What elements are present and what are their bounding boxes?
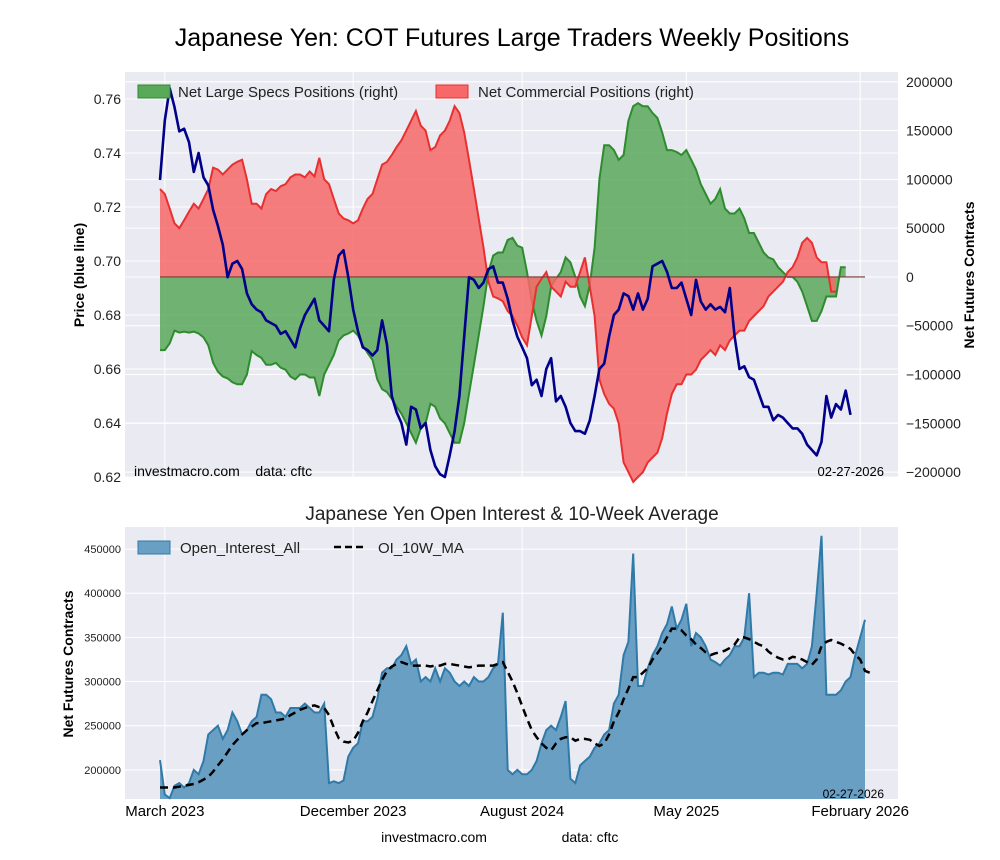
top-right-axis-ticks: −200000 −150000 −100000 −50000 0 50000 100000 1…: [906, 74, 961, 480]
chart-title: Japanese Yen: COT Futures Large Traders …: [175, 24, 849, 52]
comm-area: [160, 106, 837, 482]
legend-label-ma: OI_10W_MA: [378, 540, 464, 557]
x-tick-label-0: March 2023: [125, 803, 204, 820]
bottom-ma-line: [160, 627, 871, 789]
x-tick-label-3: May 2025: [653, 803, 719, 820]
left-tick-label-1: 0.64: [94, 415, 121, 431]
bottom-tick-label-1: 250000: [84, 721, 121, 733]
bottom-tick-label-5: 450000: [84, 544, 121, 556]
legend-swatch-specs: [137, 84, 171, 99]
right-tick-label-6: 100000: [906, 171, 953, 187]
footer-site: investmacro.com: [381, 829, 487, 845]
oi-area: [160, 535, 865, 799]
left-tick-label-6: 0.74: [94, 145, 121, 161]
right-tick-label-5: 50000: [906, 220, 945, 236]
x-tick-label-4: February 2026: [811, 803, 909, 820]
bottom-oi-area: [159, 535, 866, 800]
specs-line: [160, 102, 846, 446]
right-tick-label-8: 200000: [906, 74, 953, 90]
price-line: [158, 86, 852, 479]
left-tick-label-3: 0.68: [94, 307, 121, 323]
bottom-y-axis-label: Net Futures Contracts: [60, 590, 76, 737]
x-tick-label-1: December 2023: [300, 803, 407, 820]
legend-swatch-comm: [435, 84, 469, 99]
bottom-tick-label-2: 300000: [84, 677, 121, 689]
left-tick-label-2: 0.66: [94, 361, 121, 377]
legend-swatch-oi: [137, 540, 171, 555]
legend-label-specs: Net Large Specs Positions (right): [178, 84, 398, 101]
right-tick-label-4: 0: [906, 269, 914, 285]
bottom-axis-ticks: 200000 250000 300000 350000 400000 450000: [84, 544, 121, 777]
top-panel: 0.62 0.64 0.66 0.68 0.70 0.72 0.74 0.76 −200000…: [71, 72, 977, 485]
top-left-axis-label: Price (blue line): [71, 223, 87, 327]
oi-line: [159, 535, 866, 800]
top-price-line: [158, 86, 852, 479]
legend-label-oi: Open_Interest_All: [180, 540, 300, 557]
comm-line: [159, 104, 836, 484]
bottom-panel: Japanese Yen Open Interest & 10-Week Ave…: [60, 504, 909, 820]
left-tick-label-5: 0.72: [94, 199, 121, 215]
bottom-title: Japanese Yen Open Interest & 10-Week Ave…: [305, 504, 718, 525]
bottom-date-stamp: 02-27-2026: [823, 787, 885, 801]
left-tick-label-0: 0.62: [94, 469, 121, 485]
top-left-axis-ticks: 0.62 0.64 0.66 0.68 0.70 0.72 0.74 0.76: [94, 91, 121, 485]
bottom-legend: Open_Interest_All OI_10W_MA: [137, 540, 464, 557]
top-watermark: investmacro.com data: cftc: [134, 463, 312, 479]
right-tick-label-1: −150000: [906, 415, 961, 431]
left-tick-label-7: 0.76: [94, 91, 121, 107]
legend-label-comm: Net Commercial Positions (right): [478, 84, 694, 101]
x-axis-ticks: March 2023 December 2023 August 2024 May 20…: [125, 803, 909, 820]
top-legend: Net Large Specs Positions (right) Net Co…: [137, 84, 694, 101]
bottom-tick-label-3: 350000: [84, 632, 121, 644]
right-tick-label-3: −50000: [906, 318, 953, 334]
bottom-tick-label-0: 200000: [84, 765, 121, 777]
footer-source: data: cftc: [562, 829, 619, 845]
top-date-stamp: 02-27-2026: [818, 464, 885, 479]
top-position-areas: [159, 102, 865, 484]
bottom-tick-label-4: 400000: [84, 588, 121, 600]
x-tick-label-2: August 2024: [480, 803, 564, 820]
ma-line: [160, 627, 871, 789]
right-tick-label-0: −200000: [906, 464, 961, 480]
right-tick-label-2: −100000: [906, 367, 961, 383]
left-tick-label-4: 0.70: [94, 253, 121, 269]
right-tick-label-7: 150000: [906, 123, 953, 139]
top-grid: [125, 72, 898, 478]
top-right-axis-label: Net Futures Contracts: [961, 201, 977, 348]
